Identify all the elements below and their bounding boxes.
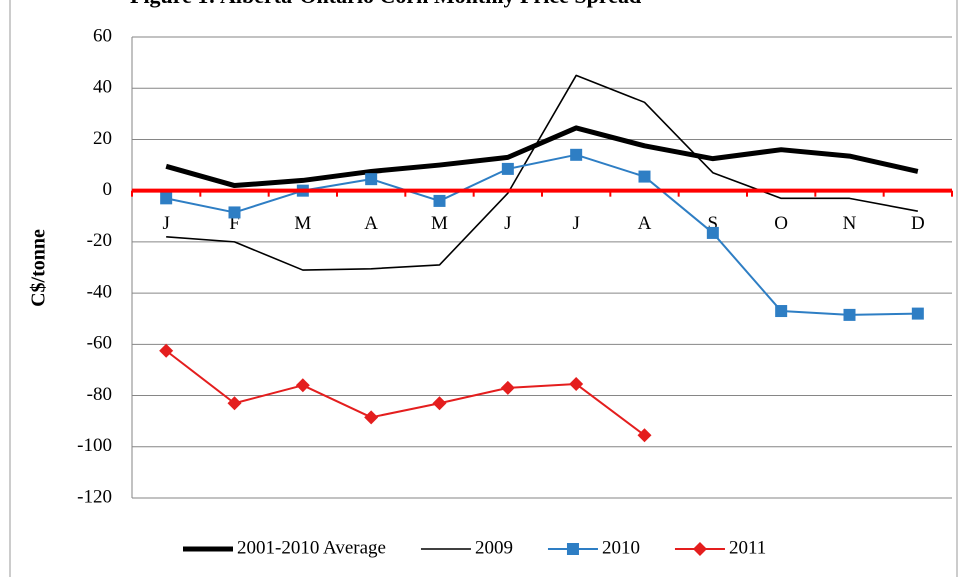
marker: [638, 170, 651, 183]
series-line: [165, 349, 646, 437]
chart-frame: [9, 0, 958, 577]
marker: [911, 307, 924, 320]
x-tick-label: N: [843, 213, 857, 234]
y-tick-label: -20: [87, 230, 112, 251]
x-tick-label: J: [162, 213, 169, 234]
y-tick-label: -120: [77, 486, 112, 507]
y-tick-label: -100: [77, 435, 112, 456]
x-tick-label: J: [504, 213, 511, 234]
marker: [295, 378, 310, 393]
marker: [775, 305, 788, 318]
marker: [364, 410, 379, 425]
marker: [569, 377, 584, 392]
legend-item: 2011: [674, 537, 766, 558]
series-line: [166, 74, 918, 271]
x-tick-label: F: [229, 213, 240, 234]
y-tick-label: -60: [87, 333, 112, 354]
marker: [227, 396, 242, 411]
chart-title: Figure 1: Alberta-Ontario Corn Monthly P…: [130, 0, 641, 8]
marker: [160, 192, 173, 205]
x-tick-label: M: [294, 213, 311, 234]
x-tick-label: A: [364, 213, 378, 234]
x-tick-label: M: [431, 213, 448, 234]
legend-item: 2009: [420, 537, 513, 558]
x-tick-label: S: [708, 213, 719, 234]
series-line: [165, 125, 919, 189]
legend-label: 2001-2010 Average: [237, 537, 386, 558]
marker: [692, 542, 707, 556]
legend-item: 2010: [547, 537, 640, 558]
y-tick-label: 40: [93, 77, 112, 98]
y-tick-label: -40: [87, 281, 112, 302]
marker: [501, 162, 514, 175]
marker: [432, 396, 447, 411]
y-tick-label: 60: [93, 25, 112, 46]
legend-label: 2009: [475, 537, 513, 558]
marker: [637, 428, 652, 443]
legend-label: 2011: [729, 537, 766, 558]
marker: [433, 194, 446, 207]
marker: [843, 308, 856, 321]
marker: [365, 173, 378, 186]
y-tick-label: 0: [103, 179, 113, 200]
marker: [570, 148, 583, 161]
x-tick-label: D: [911, 213, 925, 234]
marker: [228, 206, 241, 219]
legend-item: 2001-2010 Average: [183, 537, 386, 558]
x-tick-label: O: [774, 213, 788, 234]
series-line: [165, 153, 918, 316]
x-tick-label: A: [638, 213, 652, 234]
y-tick-label: 20: [93, 128, 112, 149]
marker: [706, 226, 719, 239]
marker: [159, 343, 174, 358]
y-tick-label: -80: [87, 384, 112, 405]
marker: [566, 543, 579, 555]
y-axis-title: C$/tonne: [28, 229, 50, 307]
marker: [500, 380, 515, 395]
legend-label: 2010: [602, 537, 640, 558]
x-tick-label: J: [572, 213, 579, 234]
